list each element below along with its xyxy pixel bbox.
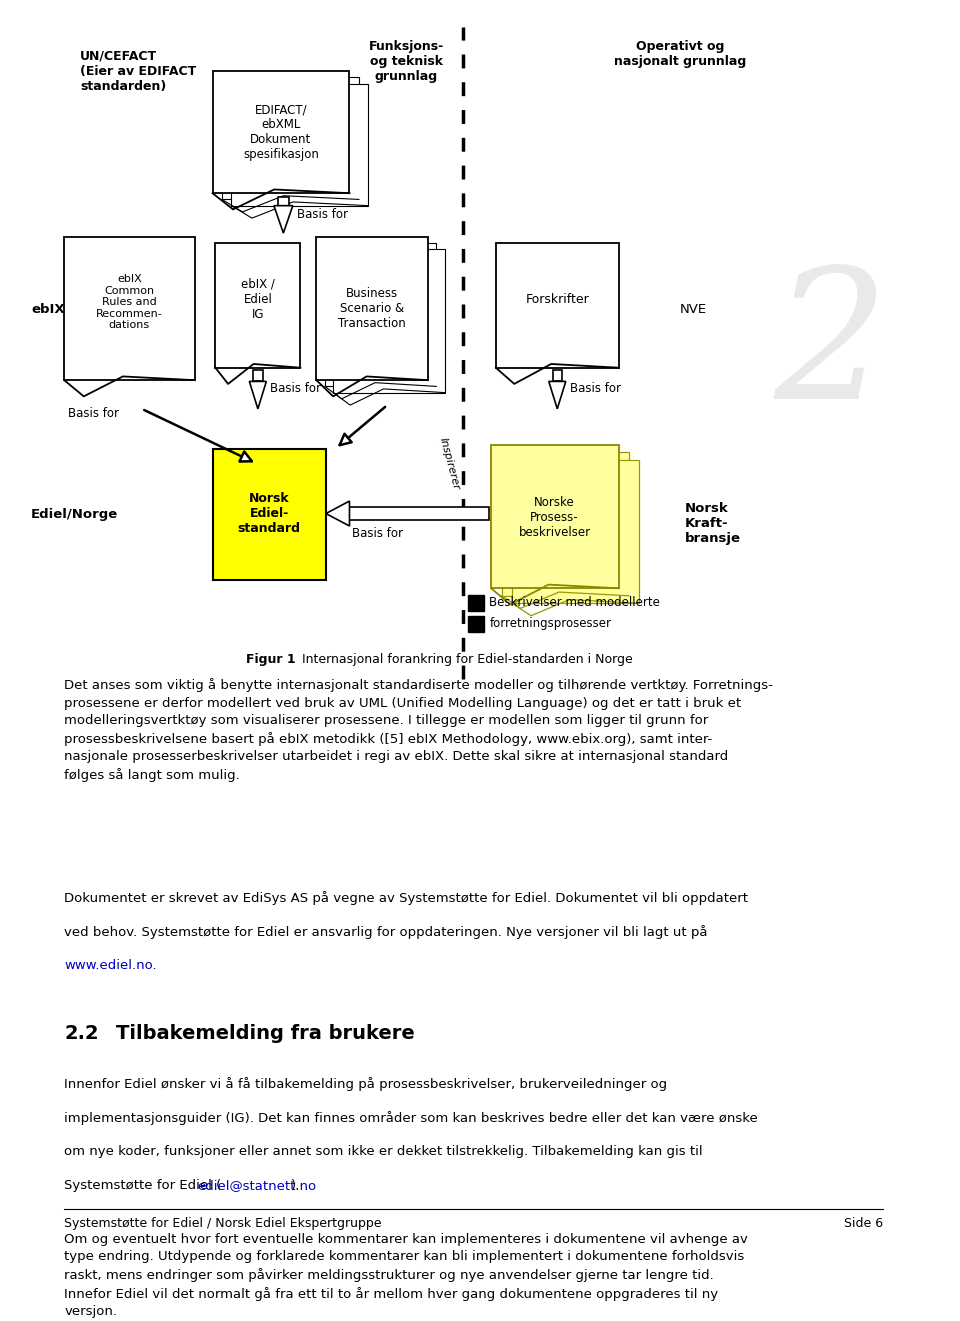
Text: Forskrifter: Forskrifter: [525, 293, 589, 305]
Text: Norsk
Ediel-
standard: Norsk Ediel- standard: [238, 491, 300, 535]
Bar: [215, 243, 300, 367]
Text: Om og eventuelt hvor fort eventuelle kommentarer kan implementeres i dokumentene: Om og eventuelt hvor fort eventuelle kom…: [64, 1232, 748, 1318]
Text: om nye koder, funksjoner eller annet som ikke er dekket tilstrekkelig. Tilbakeme: om nye koder, funksjoner eller annet som…: [64, 1145, 703, 1157]
Text: 2.2: 2.2: [64, 1025, 99, 1044]
Bar: [501, 453, 629, 596]
Text: Basis for: Basis for: [68, 407, 119, 420]
Bar: [553, 370, 562, 382]
Bar: [212, 71, 349, 193]
Text: forretningsprosesser: forretningsprosesser: [490, 617, 612, 630]
Text: Basis for: Basis for: [352, 527, 403, 540]
Text: Basis for: Basis for: [297, 207, 348, 221]
Bar: [64, 236, 195, 380]
Text: Tilbakemelding fra brukere: Tilbakemelding fra brukere: [116, 1025, 415, 1044]
Text: Inspirerer: Inspirerer: [438, 436, 462, 491]
Bar: [333, 250, 444, 392]
Bar: [231, 83, 369, 206]
Text: ebIX /
Ediel
IG: ebIX / Ediel IG: [241, 277, 275, 321]
Bar: [317, 236, 428, 380]
Bar: [468, 616, 484, 631]
Bar: [278, 197, 289, 206]
Text: Basis for: Basis for: [270, 382, 322, 395]
Text: Norske
Prosess-
beskrivelser: Norske Prosess- beskrivelser: [518, 495, 590, 539]
Text: Norsk
Kraft-
bransje: Norsk Kraft- bransje: [684, 502, 741, 546]
Text: Basis for: Basis for: [570, 382, 621, 395]
Text: implementasjonsguider (IG). Det kan finnes områder som kan beskrives bedre eller: implementasjonsguider (IG). Det kan finn…: [64, 1111, 758, 1124]
Polygon shape: [274, 206, 293, 232]
Text: UN/CEFACT
(Eier av EDIFACT
standarden): UN/CEFACT (Eier av EDIFACT standarden): [81, 50, 197, 92]
Text: www.ediel.no.: www.ediel.no.: [64, 959, 156, 972]
Text: 2: 2: [774, 260, 889, 437]
Text: Innenfor Ediel ønsker vi å få tilbakemelding på prosessbeskrivelser, brukerveile: Innenfor Ediel ønsker vi å få tilbakemel…: [64, 1077, 667, 1091]
Bar: [253, 370, 262, 382]
Text: Dokumentet er skrevet av EdiSys AS på vegne av Systemstøtte for Ediel. Dokumente: Dokumentet er skrevet av EdiSys AS på ve…: [64, 892, 748, 905]
Text: Business
Scenario &
Transaction: Business Scenario & Transaction: [338, 287, 406, 330]
Text: ebIX
Common
Rules and
Recommen-
dations: ebIX Common Rules and Recommen- dations: [96, 273, 163, 330]
Text: NVE: NVE: [680, 303, 708, 316]
Text: Systemstøtte for Ediel / Norsk Ediel Ekspertgruppe: Systemstøtte for Ediel / Norsk Ediel Eks…: [64, 1217, 382, 1230]
Text: Figur 1: Figur 1: [246, 653, 296, 666]
Bar: [468, 594, 484, 610]
Text: ved behov. Systemstøtte for Ediel er ansvarlig for oppdateringen. Nye versjoner : ved behov. Systemstøtte for Ediel er ans…: [64, 925, 708, 939]
Text: Beskrivelser med modellerte: Beskrivelser med modellerte: [490, 596, 660, 609]
Polygon shape: [250, 382, 266, 408]
Text: Systemstøtte for Ediel (: Systemstøtte for Ediel (: [64, 1178, 222, 1192]
Text: ).: ).: [291, 1178, 300, 1192]
Text: Operativt og
nasjonalt grunnlag: Operativt og nasjonalt grunnlag: [614, 40, 746, 67]
Text: Side 6: Side 6: [844, 1217, 883, 1230]
Bar: [222, 78, 359, 199]
Text: ebIX: ebIX: [31, 303, 64, 316]
Text: EDIFACT/
ebXML
Dokument
spesifikasjon: EDIFACT/ ebXML Dokument spesifikasjon: [243, 103, 319, 161]
Text: ediel@statnett.no: ediel@statnett.no: [197, 1178, 316, 1192]
Bar: [496, 243, 618, 367]
Bar: [324, 243, 437, 387]
Text: Funksjons-
og teknisk
grunnlag: Funksjons- og teknisk grunnlag: [369, 40, 444, 83]
Bar: [492, 445, 618, 588]
Polygon shape: [549, 382, 565, 408]
Text: Det anses som viktig å benytte internasjonalt standardiserte modeller og tilhøre: Det anses som viktig å benytte internasj…: [64, 678, 773, 782]
Bar: [212, 449, 325, 580]
Polygon shape: [325, 501, 349, 526]
Text: Internasjonal forankring for Ediel-standarden i Norge: Internasjonal forankring for Ediel-stand…: [298, 653, 633, 666]
Bar: [512, 460, 639, 604]
Text: Ediel/Norge: Ediel/Norge: [31, 509, 118, 522]
Bar: [349, 507, 490, 520]
